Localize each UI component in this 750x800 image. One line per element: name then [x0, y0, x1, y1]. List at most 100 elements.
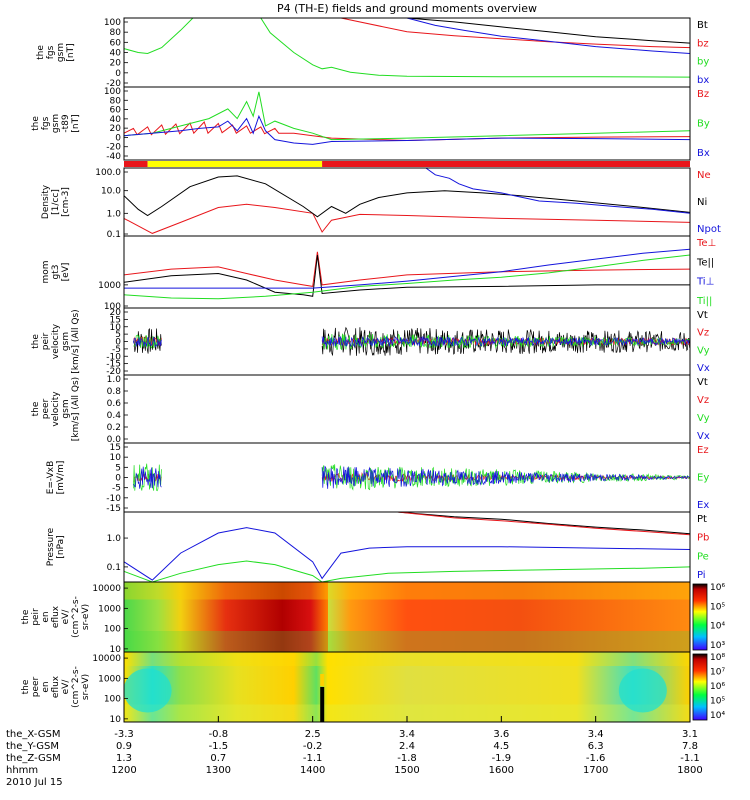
heatmap-spike: [320, 687, 325, 722]
y-tick-label: -5: [112, 345, 121, 355]
y-label-line: gsm: [61, 399, 71, 418]
y-label-line: [km/s] (All Qs): [71, 377, 81, 441]
y-label-line: velocity: [51, 391, 61, 427]
y-label-line: [nT]: [66, 43, 76, 61]
colorbar-label: 10⁴: [710, 622, 725, 632]
y-tick-label: 0: [115, 133, 121, 143]
x-row-value: 4.5: [493, 741, 509, 752]
colorbar-peer-eflux: [692, 653, 708, 721]
legend-pressure-2: Pe: [697, 551, 709, 562]
x-row-value: -0.8: [209, 729, 229, 740]
legend-peir-velocity-0: Vt: [697, 310, 708, 321]
heatmap-spike-top: [320, 674, 325, 686]
series-density-2: [425, 167, 690, 214]
y-label-fgs-gsm: the fgs gsm [nT]: [36, 43, 76, 62]
legend-pressure-0: Pt: [697, 514, 707, 525]
legend-peer-velocity-1: Vz: [697, 395, 709, 406]
x-row-value: -3.3: [114, 729, 134, 740]
figure-title: P4 (TH-E) fields and ground moments over…: [277, 2, 537, 15]
y-label-line: sr-eV): [81, 604, 91, 630]
legend-fgs-gsm-t89-0: Bz: [697, 89, 709, 100]
y-tick-label: 0: [115, 474, 121, 484]
y-label-peer-velocity: the peer velocity gsm [km/s] (All Qs): [31, 377, 81, 441]
y-tick-label: 100: [104, 302, 121, 312]
y-label-line: peir: [31, 608, 41, 626]
series-fgs-gsm-t89-2: [124, 114, 690, 145]
y-label-peir-velocity: the peir velocity gsm [km/s] (All Qs): [31, 309, 81, 373]
series-pressure-1: [397, 511, 690, 536]
x-row-value: 3.1: [682, 729, 698, 740]
y-label-line: eflux: [51, 675, 61, 698]
legend-pressure-3: Pi: [697, 570, 706, 581]
y-label-line: (cm^2-s-: [71, 666, 81, 708]
legend-e-field-0: Ez: [697, 445, 709, 456]
heatmap-cold-blob-0: [123, 668, 172, 713]
x-row-value: 2.5: [305, 729, 321, 740]
legend-peir-velocity-1: Vz: [697, 328, 709, 339]
y-label-line: the: [21, 679, 31, 694]
panel-mode-bar: [124, 161, 690, 167]
y-tick-label: 20: [110, 308, 122, 318]
panel-peer-eflux: 10⁸ 10⁷ 10⁶ 10⁵ 10⁴ 10000 1000 100 10 the peer en ef…: [21, 651, 725, 725]
y-label-line: sr-eV): [81, 674, 91, 700]
x-row-value: 0.7: [210, 753, 226, 764]
y-tick-label: 0.2: [107, 423, 121, 433]
heatmap-peer-eflux: [124, 652, 690, 722]
y-tick-label: 1.0: [107, 534, 122, 544]
y-label-line: [nT]: [71, 114, 81, 132]
x-row-value: 1800: [677, 765, 702, 776]
y-tick-label: 10000: [92, 654, 121, 664]
y-tick-label: -10: [106, 494, 121, 504]
y-tick-label: 10.0: [101, 187, 121, 197]
x-row-value: 3.4: [588, 729, 604, 740]
y-tick-label: 1.0: [107, 209, 122, 219]
y-tick-label: 0.0: [107, 435, 122, 445]
panel-peir-eflux: 10⁶ 10⁵ 10⁴ 10³ 10000 1000 100 10 the peir en eflux…: [21, 581, 725, 655]
y-tick-label: 100: [104, 625, 121, 635]
y-label-line: gt3: [51, 265, 61, 280]
y-label-peer-eflux: the peer en eflux eV/(cm^2-s-sr-eV): [21, 666, 91, 708]
x-row-value: -1.6: [586, 753, 606, 764]
y-label-line: (cm^2-s-: [71, 596, 81, 638]
legend-fgs-gsm-3: bx: [697, 75, 709, 86]
y-tick-label: -40: [106, 152, 121, 162]
y-tick-label: 10: [110, 323, 122, 333]
x-row-value: 1.3: [116, 753, 132, 764]
y-tick-label: 100: [104, 87, 121, 97]
y-label-pressure: Pressure [nPa]: [46, 527, 66, 566]
y-label-line: velocity: [51, 323, 61, 359]
colorbar-peir-eflux: [692, 583, 708, 651]
y-tick-label: 40: [110, 49, 122, 59]
panel-mom-temperature: Te⊥ Te|| Ti⊥ Ti|| 1000 100 mom gt3 [eV]: [41, 235, 716, 312]
y-label-line: peer: [41, 398, 51, 419]
y-label-line: Density: [41, 184, 51, 219]
y-label-line: the: [31, 401, 41, 416]
colorbar-label: 10⁶: [710, 583, 725, 593]
legend-mom-temperature-2: Ti⊥: [696, 277, 714, 288]
y-tick-label: -20: [106, 367, 121, 377]
y-label-line: mom: [41, 260, 51, 283]
y-label-line: fgs: [46, 45, 56, 59]
legend-mom-temperature-1: Te||: [696, 257, 714, 268]
frame-fgs-gsm-t89: [123, 86, 691, 161]
series-fgs-gsm-t89-1: [124, 91, 690, 141]
y-tick-label: -20: [106, 143, 121, 153]
y-tick-label: 0.8: [107, 387, 122, 397]
y-tick-label: 1000: [98, 674, 121, 684]
x-row-value: -0.2: [303, 741, 323, 752]
legend-density-0: Ne: [697, 170, 711, 181]
legend-density-1: Ni: [697, 197, 707, 208]
y-label-density: Density [1/cc] [cm-3]: [41, 184, 71, 219]
heatmap-band-1: [124, 704, 690, 722]
legend-fgs-gsm-1: bz: [697, 38, 709, 49]
y-label-e-field: E=-VxB [mV/m]: [46, 461, 66, 495]
y-tick-label: 20: [110, 59, 122, 69]
y-label-line: Pressure: [46, 527, 56, 566]
series-density-0: [124, 203, 690, 234]
y-tick-label: 1000: [98, 604, 121, 614]
legend-pressure-1: Pb: [697, 533, 709, 544]
y-label-line: [km/s] (All Qs): [71, 309, 81, 373]
legend-density-2: Npot: [697, 224, 721, 235]
